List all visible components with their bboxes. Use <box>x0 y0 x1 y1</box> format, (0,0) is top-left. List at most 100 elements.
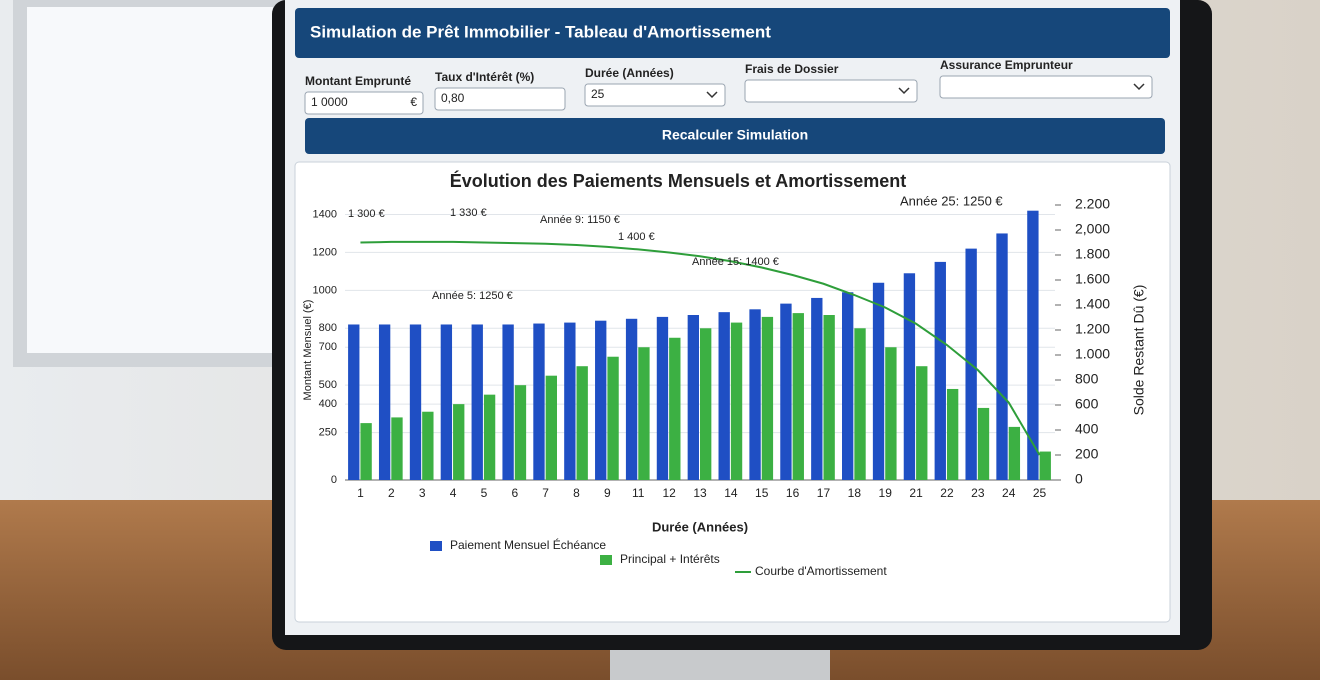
bar <box>1039 451 1051 480</box>
bar <box>842 292 854 480</box>
field-label: Taux d'Intérêt (%) <box>435 70 534 84</box>
y2-tick-label: 0 <box>1075 471 1083 487</box>
bar <box>934 261 946 480</box>
field-label: Durée (Années) <box>585 66 674 80</box>
header-title: Simulation de Prêt Immobilier - Tableau … <box>310 22 771 41</box>
bar <box>595 320 607 480</box>
bar <box>718 312 730 480</box>
chart-title: Évolution des Paiements Mensuels et Amor… <box>450 170 906 191</box>
annotation: Année 5: 1250 € <box>432 290 513 302</box>
bar <box>996 233 1008 480</box>
bar <box>823 315 835 480</box>
x-tick-label: 8 <box>573 486 580 500</box>
bar <box>502 324 514 480</box>
bar <box>422 411 434 480</box>
x-tick-label: 17 <box>817 486 831 500</box>
bar <box>348 324 360 480</box>
recalc-button[interactable] <box>305 118 1165 154</box>
bar <box>903 273 916 480</box>
x-axis-label: Durée (Années) <box>652 519 748 534</box>
bar <box>792 313 804 480</box>
y2-tick-label: 1.600 <box>1075 271 1110 287</box>
bar <box>453 404 465 480</box>
bar <box>471 324 483 480</box>
x-tick-label: 6 <box>511 486 518 500</box>
button-label[interactable]: Recalculer Simulation <box>662 127 808 143</box>
annotation: Année 9: 1150 € <box>540 214 620 226</box>
bar <box>1027 210 1039 481</box>
input-value[interactable]: 25 <box>591 87 605 101</box>
y-tick-label: 700 <box>319 341 337 353</box>
x-tick-label: 23 <box>971 486 985 500</box>
bar <box>576 366 588 480</box>
dropdown-arrow <box>898 87 910 95</box>
x-tick-label: 13 <box>693 486 707 500</box>
y-tick-label: 800 <box>319 322 337 334</box>
field-label: Montant Emprunté <box>305 74 411 88</box>
x-tick-label: 25 <box>1033 486 1047 500</box>
y-tick-label: 400 <box>319 398 337 410</box>
line <box>360 240 1041 456</box>
y-tick-label: 1000 <box>313 284 337 296</box>
legend-label: Paiement Mensuel Échéance <box>450 537 606 552</box>
x-tick-label: 5 <box>481 486 488 500</box>
bar <box>625 318 638 480</box>
y2-tick-label: 600 <box>1075 396 1099 412</box>
input-value[interactable]: 1 0000 <box>311 95 348 109</box>
input-box[interactable] <box>584 83 726 107</box>
bar <box>391 417 403 480</box>
bar <box>854 328 866 480</box>
bar <box>638 347 650 480</box>
y2-tick-label: 2,000 <box>1075 221 1110 237</box>
bar <box>700 328 712 480</box>
x-tick-label: 12 <box>662 486 676 500</box>
bar <box>669 337 681 480</box>
dropdown-arrow <box>1133 83 1145 91</box>
annotation: Année 15: 1400 € <box>692 256 779 268</box>
input-box[interactable] <box>304 91 424 115</box>
input-box[interactable] <box>434 87 566 111</box>
dropdown-arrow <box>706 91 718 99</box>
bar <box>409 324 422 480</box>
y-tick-label: 1400 <box>313 208 337 220</box>
bar <box>977 407 990 480</box>
bar <box>514 385 527 480</box>
x-tick-label: 15 <box>755 486 769 500</box>
y-tick-label: 250 <box>319 426 337 438</box>
bar <box>872 282 885 480</box>
bar <box>656 316 669 480</box>
x-tick-label: 3 <box>419 486 426 500</box>
bar <box>533 323 545 480</box>
bar <box>885 347 897 480</box>
field-label: Assurance Emprunteur <box>940 58 1073 72</box>
input-suffix[interactable]: € <box>410 95 417 109</box>
bar <box>545 375 557 480</box>
bar <box>378 324 391 480</box>
y2-axis-label: Solde Restant Dû (€) <box>1131 285 1147 416</box>
x-tick-label: 1 <box>357 486 364 500</box>
bar <box>916 366 928 480</box>
bar <box>730 322 743 480</box>
legend-label: Principal + Intérêts <box>620 552 720 566</box>
input-value[interactable]: 0,80 <box>441 91 465 105</box>
bar <box>483 394 496 480</box>
bar <box>749 309 761 480</box>
bar <box>761 316 774 480</box>
x-tick-label: 2 <box>388 486 395 500</box>
y2-tick-label: 1.800 <box>1075 246 1110 262</box>
y2-tick-label: 1.200 <box>1075 321 1110 337</box>
y2-tick-label: 2.200 <box>1075 196 1110 212</box>
y2-tick-label: 1.000 <box>1075 346 1110 362</box>
y2-tick-label: 1.400 <box>1075 296 1110 312</box>
header-bar <box>295 8 1170 58</box>
bar <box>440 324 453 480</box>
bar <box>564 322 576 480</box>
x-tick-label: 18 <box>848 486 862 500</box>
input-box[interactable] <box>939 75 1153 99</box>
bar <box>780 303 792 480</box>
x-tick-label: 24 <box>1002 486 1016 500</box>
x-tick-label: 14 <box>724 486 738 500</box>
input-box[interactable] <box>744 79 918 103</box>
y2-tick-label: 400 <box>1075 421 1099 437</box>
